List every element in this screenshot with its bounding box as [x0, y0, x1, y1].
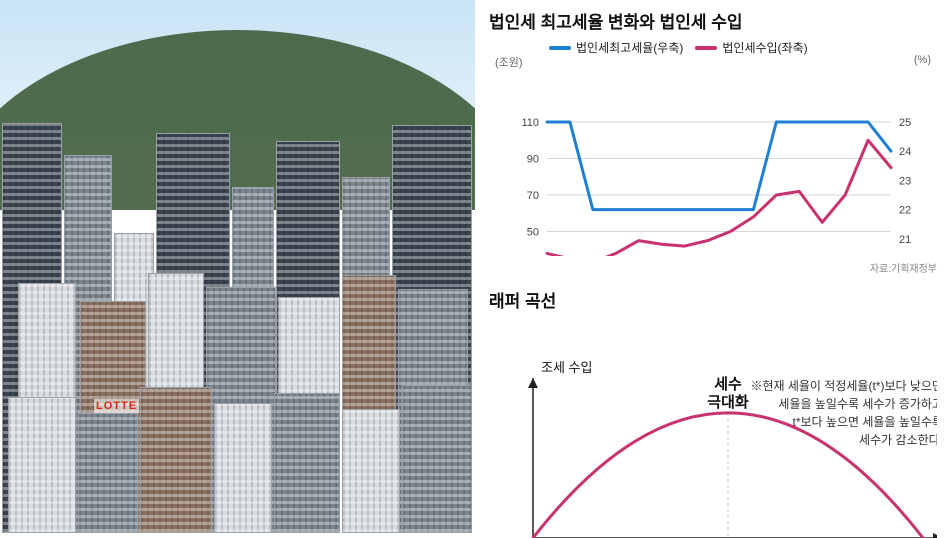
svg-text:24: 24: [899, 146, 911, 158]
top-chart-title: 법인세 최고세율 변화와 법인세 수입: [489, 8, 937, 33]
svg-text:세수가 감소한다.: 세수가 감소한다.: [859, 433, 937, 447]
svg-text:25: 25: [899, 117, 911, 129]
svg-text:90: 90: [527, 154, 539, 166]
legend-revenue-label: 법인세수입(좌축): [722, 39, 807, 56]
charts-panel: 법인세 최고세율 변화와 법인세 수입 (조원) (%) 법인세최고세율(우축)…: [475, 0, 951, 533]
svg-text:23: 23: [899, 175, 911, 187]
svg-text:110: 110: [521, 117, 539, 129]
buildings: [0, 63, 475, 533]
svg-text:t*보다 높으면 세율을 높일수록: t*보다 높으면 세율을 높일수록: [793, 415, 938, 429]
bottom-chart-title: 래퍼 곡선: [489, 287, 937, 312]
bottom-chart-svg: 조세 수입세율세율 0%적정 세율(t*)세율 100%세수극대화※현재 세율이…: [489, 318, 937, 538]
legend-rate-label: 법인세최고세율(우축): [576, 39, 683, 56]
legend-revenue: 법인세수입(좌축): [695, 39, 807, 56]
svg-text:21: 21: [899, 234, 911, 246]
lotte-sign: LOTTE: [94, 399, 139, 413]
legend-rate-swatch: [549, 46, 571, 50]
svg-text:세수: 세수: [714, 376, 742, 393]
svg-text:조세 수입: 조세 수입: [541, 360, 592, 375]
legend-rate: 법인세최고세율(우축): [549, 39, 683, 56]
svg-text:70: 70: [527, 190, 539, 202]
unit-left: (조원): [495, 54, 523, 70]
laffer-curve-chart: 래퍼 곡선 조세 수입세율세율 0%적정 세율(t*)세율 100%세수극대화※…: [489, 275, 937, 538]
corporate-tax-chart: 법인세 최고세율 변화와 법인세 수입 (조원) (%) 법인세최고세율(우축)…: [489, 8, 937, 275]
top-chart-svg: 305070901102021222324252008년2012년2016년20…: [489, 60, 937, 256]
legend-revenue-swatch: [695, 46, 717, 50]
svg-text:50: 50: [527, 227, 539, 239]
city-photo: LOTTE: [0, 0, 475, 533]
svg-text:세율을 높일수록 세수가 증가하고: 세율을 높일수록 세수가 증가하고: [778, 397, 937, 411]
svg-text:22: 22: [899, 205, 911, 217]
svg-text:극대화: 극대화: [707, 394, 749, 411]
source: 자료:기획재정부: [489, 260, 937, 275]
unit-right: (%): [914, 54, 931, 66]
svg-text:※현재 세율이 적정세율(t*)보다 낮으면: ※현재 세율이 적정세율(t*)보다 낮으면: [750, 379, 937, 393]
legend: 법인세최고세율(우축) 법인세수입(좌축): [489, 39, 937, 56]
